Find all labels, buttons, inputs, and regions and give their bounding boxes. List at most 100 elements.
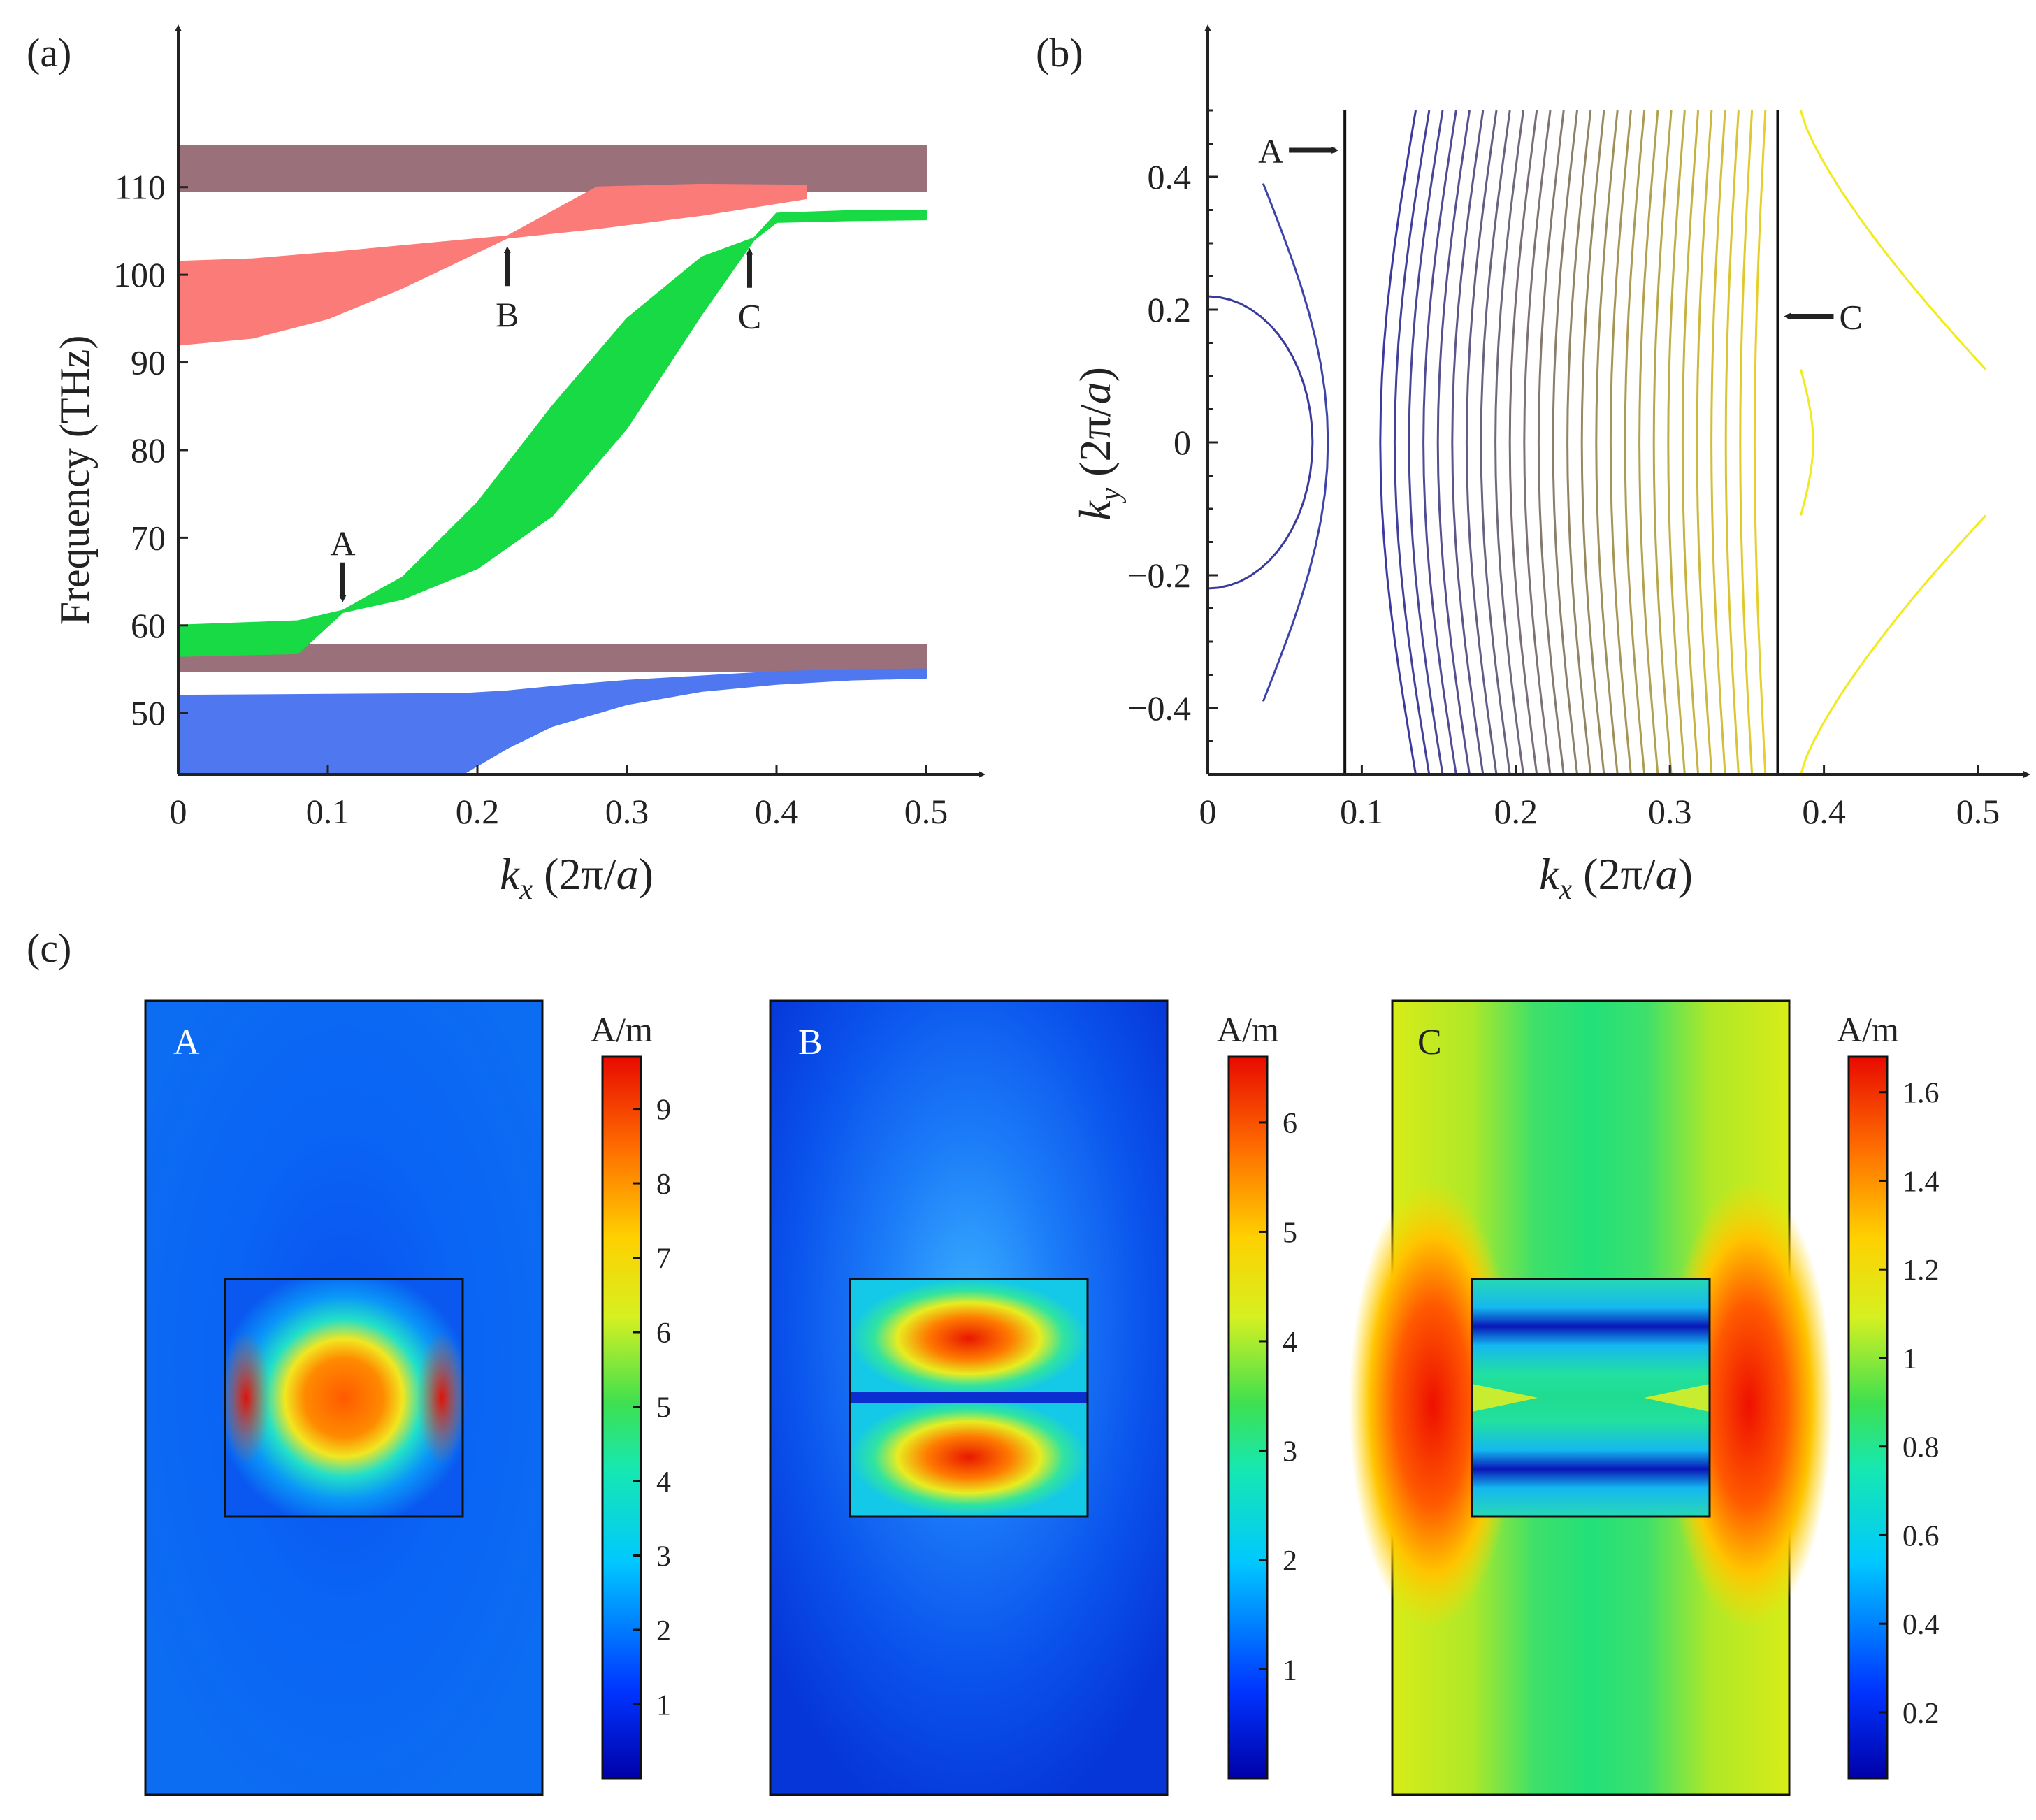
colorbars: A/m 1 2 3 4 5 6 7 8 9 A/m 1 2 3 4 5 6 A/m 0.2 0.4 0.6 0.8 1 1.2… (591, 1010, 1940, 1780)
panel-c: (c) A B C A/ (27, 925, 1940, 1796)
fieldmap-b: B (769, 999, 1169, 1796)
b-tick-labels: 0 0.1 0.2 0.3 0.4 0.5 0.4 0.2 0 −0.2 −0.4 (1127, 157, 2000, 831)
b-contour-line (1710, 110, 1726, 775)
b-x-tick-label: 0.5 (1956, 792, 2000, 831)
panel-label-c: (c) (27, 925, 71, 971)
b-side-contour-left (1262, 182, 1329, 702)
b-contour-line (1480, 110, 1511, 775)
a-band-4 (178, 668, 927, 775)
b-contour-line (1393, 110, 1431, 775)
b-contour-line (1494, 110, 1524, 775)
a-xlabel-unit-var: a (616, 849, 639, 899)
a-xlabel-symbol: k (500, 849, 521, 899)
b-side-contour-right-bottom (1800, 514, 1987, 775)
b-ylabel-unit-var: a (1070, 382, 1120, 404)
b-y-tick-label: −0.4 (1127, 688, 1191, 728)
colorbar-tick-label: 4 (1283, 1327, 1297, 1359)
a-annotation-label: A (330, 524, 355, 563)
b-contour-line (1595, 110, 1619, 775)
a-xlabel-unit-pre: (2π/ (533, 849, 616, 899)
b-axes (1204, 24, 2030, 778)
a-y-tick-label: 90 (131, 343, 166, 382)
b-contour-line (1451, 110, 1485, 775)
b-x-tick-label: 0.3 (1648, 792, 1692, 831)
a-y-tick-label: 50 (131, 693, 166, 732)
b-contour-line (1436, 110, 1471, 775)
a-annotations: A B C (330, 246, 761, 602)
a-y-tick-label: 100 (113, 255, 166, 294)
colorbar-tick-label: 3 (656, 1541, 671, 1573)
a-x-tick-label: 0.3 (605, 792, 649, 831)
colorbar-tick-label: 4 (656, 1466, 671, 1498)
colorbar-tick-label: 0.2 (1903, 1698, 1940, 1730)
b-contour-line (1696, 110, 1713, 775)
b-contour-line (1422, 110, 1457, 775)
b-contour-line (1508, 110, 1538, 775)
b-y-tick-label: 0.2 (1148, 290, 1192, 329)
b-contour-line (1724, 110, 1740, 775)
colorbar-tick-label: 1 (1903, 1343, 1917, 1375)
colorbar-tick-label: 0.4 (1903, 1609, 1940, 1641)
a-annotation-label: C (738, 297, 761, 336)
a-y-tick-label: 60 (131, 606, 166, 645)
a-x-tick-label: 0.2 (456, 792, 500, 831)
colorbar-tick-label: 1 (656, 1690, 671, 1722)
b-contour-line (1523, 110, 1552, 775)
a-x-tick-label: 0.1 (306, 792, 350, 831)
colorbar-tick-label: 6 (1283, 1108, 1297, 1140)
b-y-tick-label: −0.2 (1127, 556, 1191, 595)
colorbar-tick-label: 0.6 (1903, 1520, 1940, 1552)
fieldmap-a: A (144, 999, 544, 1796)
b-annotation-label-c: C (1839, 298, 1862, 337)
colorbar-unit-label: A/m (1837, 1010, 1899, 1049)
a-band-2 (178, 183, 807, 346)
fieldmap-a-hotspot-right (417, 1331, 467, 1464)
b-side-contour-right-top (1800, 110, 1987, 370)
colorbar-tick-label: 1.4 (1903, 1166, 1940, 1198)
b-ylabel-sub: y (1095, 487, 1127, 503)
b-y-tick-label: 0 (1174, 423, 1191, 462)
b-contour-line (1552, 110, 1578, 775)
b-contour-line (1753, 110, 1767, 775)
b-y-axis-label: ky (2π/a) (1070, 367, 1127, 521)
colorbar-tick-label: 2 (1283, 1545, 1297, 1577)
b-contour-lines (1207, 110, 1987, 775)
fieldmap-b-cavity-outline (849, 1278, 1089, 1518)
panel-a: (a) 0 0.1 0.2 0.3 0.4 0.5 50 60 70 80 90 100 110 A B C… (27, 24, 985, 906)
colorbar-unit-label: A/m (591, 1010, 653, 1049)
b-contour-line (1566, 110, 1592, 775)
fieldmap-a-cavity-outline (224, 1278, 464, 1518)
a-y-tick-label: 110 (115, 168, 166, 207)
b-contour-line (1667, 110, 1686, 775)
b-closed-contour (1207, 295, 1314, 590)
b-xlabel-unit-var: a (1656, 849, 1678, 899)
fieldmap-a-hotspot-left (221, 1331, 271, 1464)
a-x-tick-label: 0 (170, 792, 187, 831)
fieldmap-b-label: B (798, 1023, 823, 1062)
b-xlabel-unit-post: ) (1678, 849, 1693, 899)
colorbar-b (1227, 1055, 1269, 1780)
b-contour-line (1537, 110, 1565, 775)
fieldmap-a-label: A (173, 1023, 200, 1062)
b-x-axis-label: kx (2π/a) (1539, 849, 1693, 906)
a-band-3 (178, 210, 927, 657)
b-x-tick-label: 0.4 (1802, 792, 1846, 831)
a-y-tick-label: 70 (131, 518, 166, 557)
b-xlabel-unit-pre: (2π/ (1572, 849, 1656, 899)
colorbar-tick-label: 8 (656, 1169, 671, 1201)
colorbar-tick-label: 1.6 (1903, 1078, 1940, 1110)
b-contour-line (1580, 110, 1605, 775)
b-contour-line (1739, 110, 1754, 775)
b-contour-line (1681, 110, 1700, 775)
a-tick-labels: 0 0.1 0.2 0.3 0.4 0.5 50 60 70 80 90 100 110 (113, 168, 948, 831)
fieldmap-b-node-line (850, 1392, 1088, 1403)
b-contour-line (1652, 110, 1673, 775)
b-contour-line (1609, 110, 1632, 775)
a-xlabel-unit-post: ) (639, 849, 654, 899)
colorbar-tick-label: 0.8 (1903, 1432, 1940, 1464)
b-x-tick-label: 0.1 (1340, 792, 1384, 831)
colorbar-tick-label: 2 (656, 1615, 671, 1647)
b-vertical-lines (1343, 110, 1779, 774)
fieldmap-c-side-wedges (1472, 1384, 1710, 1412)
a-band-fills (178, 145, 927, 775)
